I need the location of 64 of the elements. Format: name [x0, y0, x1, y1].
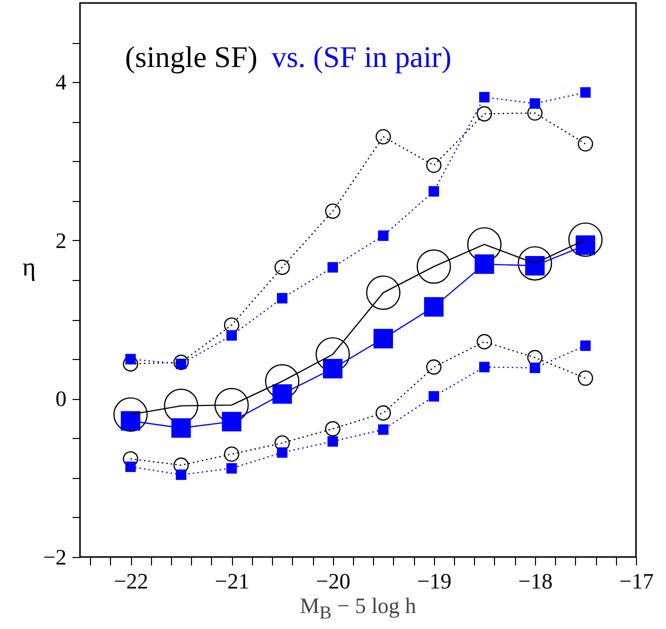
point: [226, 463, 237, 474]
point: [530, 362, 540, 374]
x-tick-label: −20: [316, 568, 350, 594]
point: [376, 129, 391, 144]
point: [378, 230, 389, 241]
point: [527, 105, 543, 121]
point: [171, 418, 191, 438]
text: (single SF): [125, 41, 258, 74]
point: [476, 106, 492, 122]
text: vs. (SF in pair): [272, 41, 452, 74]
point: [527, 350, 543, 366]
x-tick-label: −21: [214, 568, 250, 594]
point: [476, 334, 492, 350]
point: [276, 447, 288, 458]
x-tick-label: −22: [114, 568, 148, 594]
point: [378, 424, 389, 435]
point: [578, 370, 594, 386]
point: [173, 354, 189, 370]
point: [276, 292, 288, 304]
point: [366, 276, 400, 310]
point: [426, 158, 442, 173]
point: [530, 98, 540, 109]
point: [173, 458, 189, 473]
y-tick-label: −2: [43, 544, 66, 570]
point: [426, 359, 442, 375]
point: [474, 254, 494, 274]
point: [222, 412, 242, 432]
point: [568, 222, 603, 257]
point: [274, 260, 290, 275]
point: [428, 186, 440, 197]
point: [325, 421, 340, 436]
point: [325, 203, 340, 219]
point: [122, 356, 138, 372]
point: [176, 469, 186, 480]
point: [224, 317, 240, 333]
point: [274, 435, 290, 451]
point: [327, 262, 338, 273]
point: [125, 462, 136, 472]
point: [518, 246, 552, 281]
point: [224, 446, 240, 462]
point: [272, 384, 292, 404]
point: [226, 330, 237, 341]
point: [416, 249, 451, 284]
point: [580, 340, 591, 351]
y-tick-label: 0: [56, 386, 66, 412]
point: [580, 87, 591, 98]
point: [479, 92, 490, 102]
y-axis-title: η: [22, 252, 36, 282]
x-axis-title: M$_{B}$ − 5 log h: [298, 593, 418, 624]
x-tick-label: −19: [417, 568, 452, 594]
x-tick-label: −18: [518, 568, 553, 594]
y-tick-label: 2: [56, 228, 66, 253]
y-tick-label: 4: [56, 70, 66, 95]
point: [374, 328, 394, 348]
point: [322, 358, 342, 378]
point: [479, 362, 490, 372]
point: [327, 436, 338, 447]
point: [376, 405, 391, 421]
point: [578, 136, 594, 152]
point: [428, 391, 440, 402]
x-tick-label: −17: [619, 568, 654, 594]
point: [125, 354, 136, 364]
point: [424, 297, 444, 317]
point: [113, 397, 148, 432]
